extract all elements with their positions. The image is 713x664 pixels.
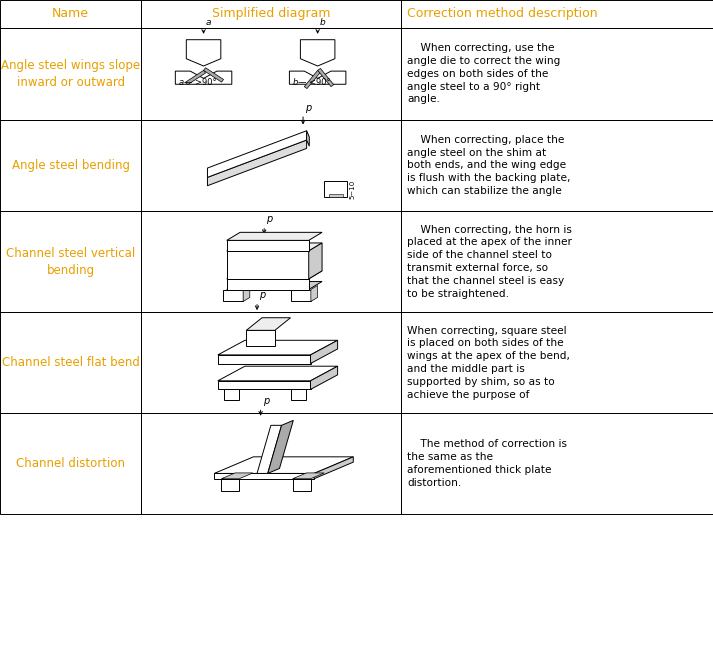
Bar — [401, 120, 713, 211]
Polygon shape — [314, 457, 353, 479]
Polygon shape — [227, 271, 322, 279]
Text: p: p — [266, 214, 272, 224]
Polygon shape — [207, 140, 307, 186]
Polygon shape — [223, 290, 243, 301]
Bar — [0, 0, 141, 28]
Polygon shape — [246, 318, 290, 331]
Text: Channel steel flat bend: Channel steel flat bend — [1, 356, 140, 369]
Polygon shape — [310, 367, 337, 390]
Polygon shape — [310, 341, 337, 364]
Bar — [141, 312, 401, 413]
Polygon shape — [214, 473, 314, 479]
Text: b: b — [319, 19, 326, 27]
Polygon shape — [300, 40, 335, 66]
Polygon shape — [289, 71, 346, 84]
Polygon shape — [290, 390, 306, 400]
Bar — [401, 211, 713, 312]
Text: Correction method description: Correction method description — [407, 7, 597, 21]
Polygon shape — [292, 479, 311, 491]
Text: When correcting, square steel
is placed on both sides of the
wings at the apex o: When correcting, square steel is placed … — [407, 325, 570, 400]
Polygon shape — [221, 479, 239, 491]
Polygon shape — [217, 381, 310, 390]
Polygon shape — [223, 384, 250, 390]
Bar — [141, 0, 401, 28]
Polygon shape — [290, 384, 317, 390]
Polygon shape — [227, 243, 322, 251]
Bar — [141, 120, 401, 211]
Polygon shape — [291, 290, 311, 301]
Polygon shape — [217, 341, 337, 355]
Text: a: a — [178, 78, 183, 87]
Polygon shape — [304, 70, 320, 88]
Bar — [141, 413, 401, 514]
Text: When correcting, the horn is
placed at the apex of the inner
side of the channel: When correcting, the horn is placed at t… — [407, 224, 572, 299]
Polygon shape — [246, 331, 275, 347]
Text: a: a — [205, 19, 211, 27]
Polygon shape — [207, 131, 307, 177]
Polygon shape — [227, 232, 322, 240]
Bar — [0, 312, 141, 413]
Polygon shape — [185, 70, 205, 85]
Polygon shape — [214, 457, 353, 473]
Text: Name: Name — [52, 7, 89, 21]
Polygon shape — [329, 194, 343, 197]
Polygon shape — [307, 131, 309, 146]
Text: Channel steel vertical
bending: Channel steel vertical bending — [6, 246, 135, 277]
Bar — [401, 312, 713, 413]
Polygon shape — [292, 473, 324, 479]
Bar — [401, 413, 713, 514]
Polygon shape — [217, 355, 310, 364]
Text: 5~10: 5~10 — [349, 180, 355, 199]
Bar — [0, 120, 141, 211]
Polygon shape — [227, 251, 309, 279]
Polygon shape — [324, 181, 347, 197]
Polygon shape — [227, 279, 309, 290]
Polygon shape — [204, 68, 224, 82]
Polygon shape — [227, 282, 322, 290]
Text: Angle steel wings slope
inward or outward: Angle steel wings slope inward or outwar… — [1, 58, 140, 89]
Polygon shape — [243, 286, 250, 301]
Polygon shape — [221, 473, 253, 479]
Polygon shape — [311, 286, 317, 301]
Bar — [0, 211, 141, 312]
Text: p: p — [305, 104, 312, 114]
Text: b: b — [292, 78, 298, 87]
Text: Channel distortion: Channel distortion — [16, 457, 125, 470]
Bar — [401, 0, 713, 28]
Bar — [0, 28, 141, 120]
Bar — [141, 211, 401, 312]
Polygon shape — [223, 390, 239, 400]
Polygon shape — [227, 240, 309, 251]
Polygon shape — [257, 426, 282, 473]
Text: — >90°: — >90° — [184, 78, 217, 87]
Polygon shape — [175, 71, 232, 84]
Text: p: p — [259, 290, 265, 300]
Polygon shape — [186, 40, 221, 66]
Bar — [141, 28, 401, 120]
Polygon shape — [267, 420, 293, 473]
Text: The method of correction is
the same as the
aforementioned thick plate
distortio: The method of correction is the same as … — [407, 440, 567, 487]
Text: — <90°: — <90° — [298, 78, 331, 87]
Text: When correcting, use the
angle die to correct the wing
edges on both sides of th: When correcting, use the angle die to co… — [407, 43, 560, 104]
Polygon shape — [309, 243, 322, 279]
Text: p: p — [262, 396, 269, 406]
Text: Simplified diagram: Simplified diagram — [212, 7, 331, 21]
Polygon shape — [217, 367, 337, 381]
Text: When correcting, place the
angle steel on the shim at
both ends, and the wing ed: When correcting, place the angle steel o… — [407, 135, 570, 196]
Polygon shape — [317, 68, 334, 86]
Text: Angle steel bending: Angle steel bending — [11, 159, 130, 172]
Bar — [401, 28, 713, 120]
Bar — [0, 413, 141, 514]
